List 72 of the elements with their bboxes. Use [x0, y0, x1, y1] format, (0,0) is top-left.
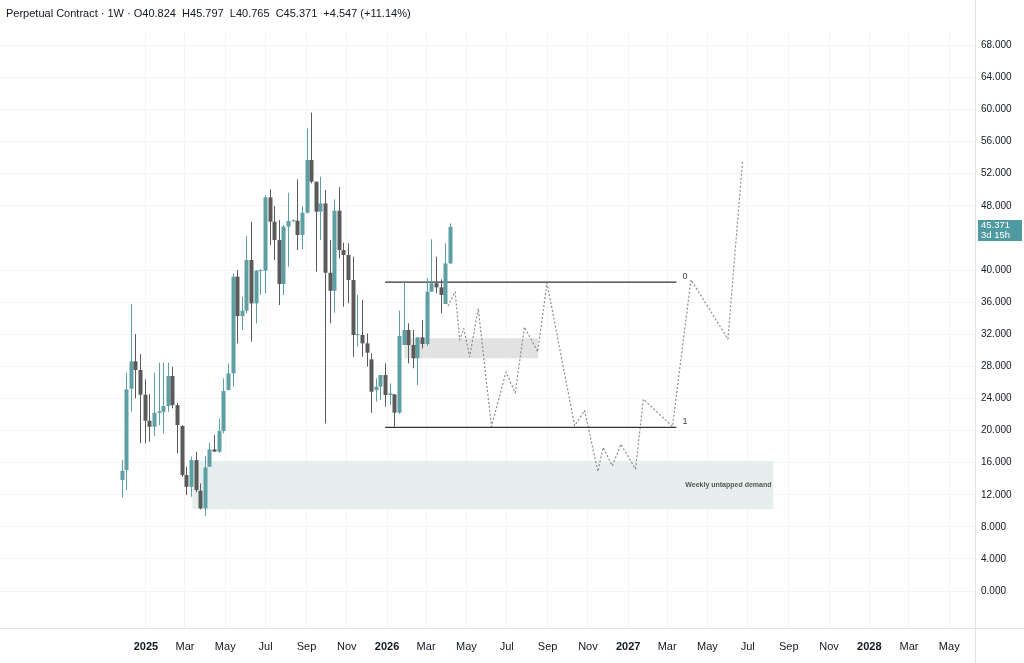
candlestick [328, 239, 333, 324]
x-tick-label: 2026 [374, 639, 400, 652]
x-tick-label: Jul [740, 639, 755, 652]
y-tick-label: 68.000 [981, 39, 1013, 50]
candlestick [318, 176, 323, 241]
y-tick-label: 56.000 [981, 135, 1013, 147]
y-tick-label: 16.000 [981, 456, 1013, 468]
candlestick [434, 256, 439, 294]
candlestick [355, 294, 360, 348]
candlestick [392, 393, 397, 428]
x-tick-label: 2027 [615, 639, 641, 652]
candlestick [406, 322, 411, 364]
candlestick [365, 332, 370, 368]
x-tick-label: Sep [778, 639, 799, 652]
y-tick-label: 40.000 [981, 263, 1013, 275]
line-series [447, 161, 744, 473]
y-tick-label: 60.000 [981, 103, 1013, 115]
candlestick [439, 278, 444, 314]
candlestick [133, 333, 138, 399]
x-tick-label: Mar [657, 639, 677, 652]
text: 45.371 [981, 219, 1011, 231]
x-tick-label: 2025 [133, 639, 159, 652]
y-tick-label: 8.000 [981, 520, 1007, 532]
x-tick-label: 2028 [857, 639, 882, 652]
candlestick [383, 362, 388, 408]
y-tick-label: 4.000 [981, 552, 1007, 564]
candlestick [388, 382, 393, 406]
candlestick [374, 377, 379, 403]
candlestick [152, 372, 157, 437]
x-tick-label: Jul [258, 639, 273, 652]
y-tick-label: 20.000 [981, 424, 1013, 436]
x-tick-label: May [938, 639, 961, 652]
x-tick-label: Nov [819, 639, 840, 652]
candlestick [286, 192, 291, 268]
x-tick-label: Nov [578, 639, 599, 652]
series-label: 0 [682, 270, 688, 281]
candlestick [147, 393, 152, 443]
x-tick-label: May [214, 639, 237, 652]
candlestick [291, 218, 296, 223]
y-tick-label: 12.000 [981, 488, 1013, 500]
x-tick-label: Nov [337, 639, 358, 652]
chart-title: Perpetual Contract · 1W · O40.824 H45.797 L40.765 C45.371 +4.547 (+11.14%) [6, 7, 411, 20]
y-tick-label: 64.000 [981, 71, 1013, 83]
y-tick-label: 36.000 [981, 295, 1013, 307]
y-tick-label: 28.000 [981, 360, 1013, 372]
candlestick [429, 238, 434, 293]
series-label: 1 [682, 415, 688, 426]
y-tick-label: 24.000 [981, 392, 1013, 404]
x-tick-label: Sep [296, 639, 317, 652]
x-tick-label: May [455, 639, 478, 652]
y-tick-label: 0.000 [981, 584, 1007, 596]
y-tick-label: 52.000 [981, 167, 1013, 179]
text: 3d 15h [981, 229, 1011, 241]
x-tick-label: Mar [416, 639, 436, 652]
candlestick [360, 299, 365, 358]
candlestick [300, 205, 305, 250]
candlestick [378, 374, 383, 401]
candlestick [309, 112, 314, 184]
candlestick [226, 362, 231, 391]
candlestick [420, 319, 425, 349]
x-tick-label: Sep [537, 639, 558, 652]
x-tick-label: Mar [899, 639, 919, 652]
candlestick [411, 329, 416, 369]
x-tick-label: Mar [175, 639, 195, 652]
candlestick [207, 442, 212, 468]
candlestick [175, 402, 180, 454]
x-tick-label: May [697, 639, 719, 652]
candlestick [161, 362, 166, 434]
x-tick-label: Jul [499, 639, 514, 652]
candlestick [415, 336, 420, 386]
y-tick-label: 48.000 [981, 199, 1013, 211]
y-tick-label: 32.000 [981, 327, 1013, 339]
